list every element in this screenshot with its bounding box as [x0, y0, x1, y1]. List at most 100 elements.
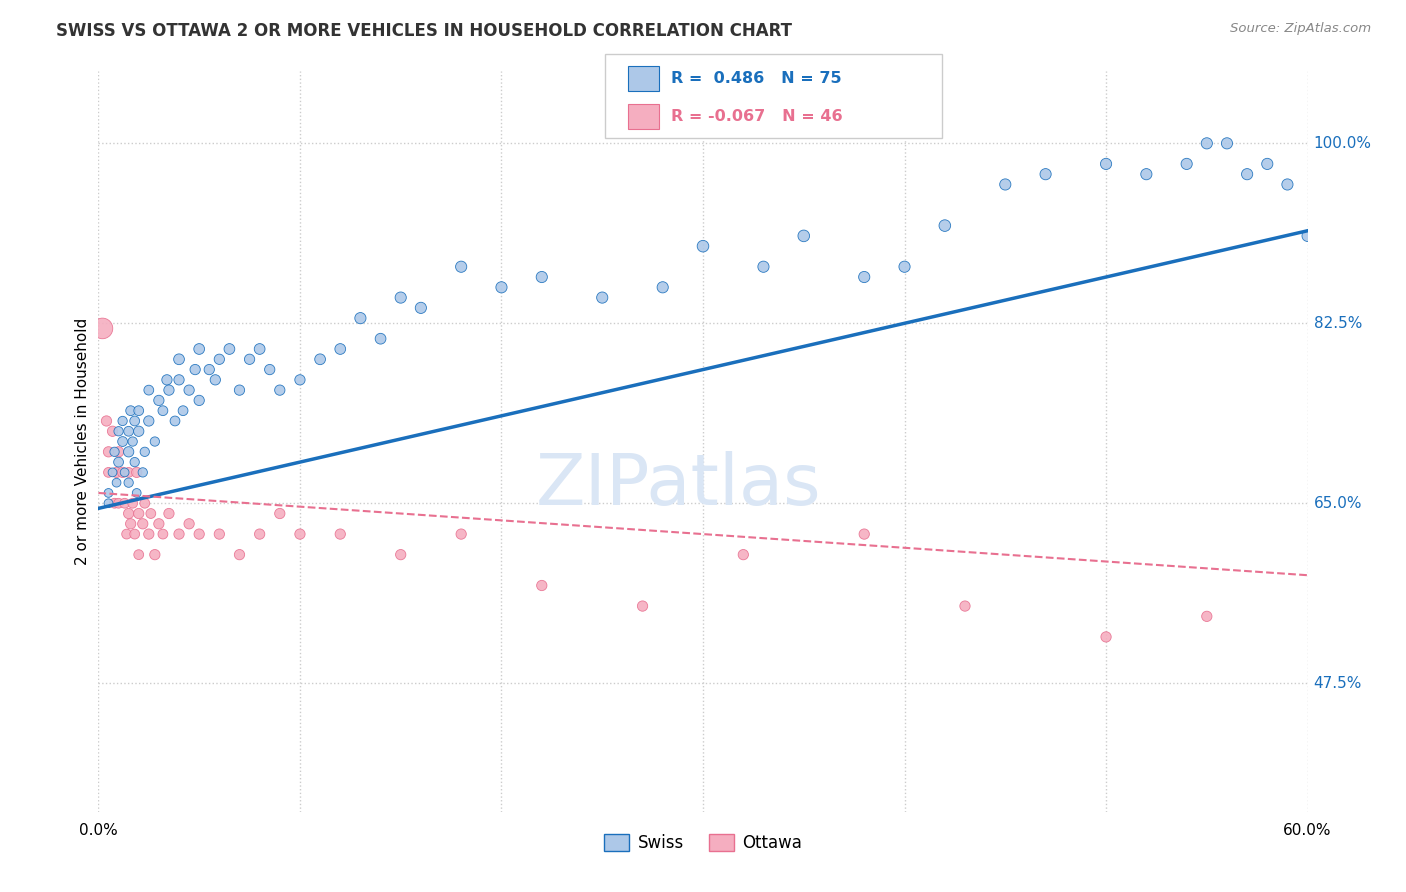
Text: R = -0.067   N = 46: R = -0.067 N = 46	[671, 109, 842, 124]
Point	[530, 578, 553, 592]
Point	[107, 445, 129, 459]
Point	[152, 403, 174, 417]
Point	[118, 466, 141, 480]
Point	[124, 455, 146, 469]
Point	[111, 414, 134, 428]
Point	[167, 352, 190, 367]
Point	[793, 228, 815, 243]
Point	[120, 516, 142, 531]
Point	[288, 373, 311, 387]
Point	[1296, 228, 1319, 243]
Point	[1095, 630, 1118, 644]
Point	[188, 342, 211, 356]
Point	[148, 516, 170, 531]
Text: SWISS VS OTTAWA 2 OR MORE VEHICLES IN HOUSEHOLD CORRELATION CHART: SWISS VS OTTAWA 2 OR MORE VEHICLES IN HO…	[56, 22, 792, 40]
Point	[103, 445, 125, 459]
Point	[114, 466, 136, 480]
Point	[134, 496, 156, 510]
Text: 47.5%: 47.5%	[1313, 675, 1362, 690]
Point	[1035, 167, 1057, 181]
Point	[389, 291, 412, 305]
Point	[450, 260, 472, 274]
Text: R =  0.486   N = 75: R = 0.486 N = 75	[671, 71, 841, 87]
Point	[994, 178, 1017, 192]
Point	[893, 260, 915, 274]
Point	[143, 434, 166, 449]
Point	[1236, 167, 1258, 181]
Text: 65.0%: 65.0%	[1313, 496, 1362, 511]
Point	[198, 362, 221, 376]
Point	[152, 527, 174, 541]
Point	[118, 475, 141, 490]
Point	[111, 434, 134, 449]
Point	[329, 527, 352, 541]
Point	[228, 383, 250, 397]
Point	[101, 466, 124, 480]
Point	[530, 270, 553, 285]
Point	[450, 527, 472, 541]
Point	[128, 424, 150, 438]
Point	[134, 445, 156, 459]
Point	[111, 466, 134, 480]
Point	[188, 393, 211, 408]
Point	[97, 445, 120, 459]
Point	[269, 507, 291, 521]
Point	[167, 373, 190, 387]
Point	[752, 260, 775, 274]
Point	[934, 219, 956, 233]
Point	[132, 466, 155, 480]
Point	[163, 414, 186, 428]
Point	[124, 527, 146, 541]
Point	[309, 352, 332, 367]
Point	[208, 352, 231, 367]
Point	[156, 373, 179, 387]
Text: Source: ZipAtlas.com: Source: ZipAtlas.com	[1230, 22, 1371, 36]
Point	[389, 548, 412, 562]
Point	[269, 383, 291, 397]
Point	[96, 414, 118, 428]
Point	[105, 466, 128, 480]
Point	[128, 403, 150, 417]
Point	[105, 475, 128, 490]
Point	[370, 332, 392, 346]
Point	[124, 414, 146, 428]
Point	[132, 516, 155, 531]
Point	[125, 466, 148, 480]
Point	[101, 424, 124, 438]
Point	[107, 424, 129, 438]
Point	[118, 507, 141, 521]
Point	[115, 527, 138, 541]
Text: 100.0%: 100.0%	[1313, 136, 1372, 151]
Point	[121, 434, 143, 449]
Point	[179, 383, 201, 397]
Legend: Swiss, Ottawa: Swiss, Ottawa	[598, 828, 808, 859]
Point	[118, 424, 141, 438]
Point	[143, 548, 166, 562]
Point	[103, 496, 125, 510]
Text: ZIPatlas: ZIPatlas	[536, 451, 821, 520]
Point	[118, 445, 141, 459]
Point	[107, 455, 129, 469]
Point	[172, 403, 194, 417]
Point	[157, 507, 180, 521]
Point	[1195, 136, 1218, 151]
Point	[114, 496, 136, 510]
Point	[97, 466, 120, 480]
Point	[692, 239, 714, 253]
Point	[139, 507, 162, 521]
Point	[329, 342, 352, 356]
Point	[125, 486, 148, 500]
Point	[128, 507, 150, 521]
Point	[107, 496, 129, 510]
Point	[288, 527, 311, 541]
Point	[97, 486, 120, 500]
Point	[853, 527, 876, 541]
Point	[953, 599, 976, 613]
Y-axis label: 2 or more Vehicles in Household: 2 or more Vehicles in Household	[75, 318, 90, 566]
Point	[138, 414, 160, 428]
Point	[138, 383, 160, 397]
Point	[733, 548, 755, 562]
Point	[184, 362, 207, 376]
Point	[1195, 609, 1218, 624]
Point	[228, 548, 250, 562]
